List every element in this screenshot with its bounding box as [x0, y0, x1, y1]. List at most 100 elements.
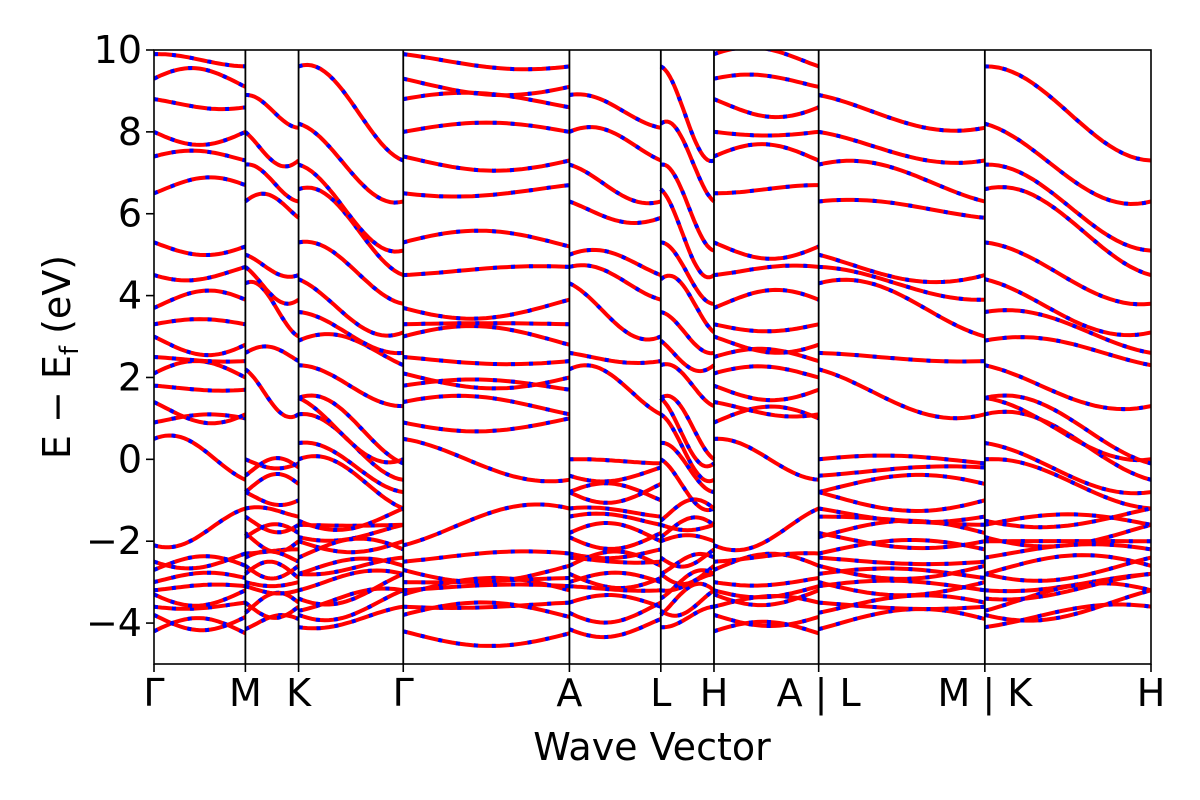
band-line-red [659, 119, 716, 203]
band-line-red [402, 502, 570, 548]
band-line-red [984, 335, 1151, 368]
band-line-red [713, 322, 820, 334]
band-line-blue-dashed [713, 619, 820, 636]
band-line-red [818, 593, 986, 615]
band-line-red [984, 581, 1151, 613]
band-line-red [984, 512, 1151, 527]
band-line-red [659, 412, 715, 484]
band-line-red [154, 97, 246, 112]
band-line-blue-dashed [713, 436, 819, 482]
band-line-red [244, 252, 300, 279]
band-line-red [659, 547, 716, 569]
band-line-blue-dashed [298, 586, 404, 613]
band-line-red [154, 65, 247, 89]
band-line-blue-dashed [713, 240, 820, 261]
band-line-red [818, 93, 986, 133]
band-line-blue-dashed [297, 393, 405, 466]
band-line-red [154, 383, 246, 393]
band-line-red [984, 588, 1151, 623]
band-line-red [403, 52, 570, 72]
band-line-red [569, 555, 661, 565]
y-axis-label-tail: (eV) [35, 255, 79, 346]
band-line-red [984, 571, 1151, 602]
band-line-blue-dashed [660, 240, 715, 306]
band-line-red [568, 617, 662, 640]
band-line-red [403, 549, 570, 564]
band-line-blue-dashed [984, 277, 1151, 338]
band-line-red [244, 580, 300, 589]
band-line-red [402, 393, 570, 417]
band-line-red [244, 549, 300, 564]
band-line-red [244, 456, 300, 478]
band-line-red [984, 457, 1151, 511]
band-line-red [569, 584, 661, 593]
band-line-red [244, 279, 300, 339]
band-line-blue-dashed [297, 506, 405, 532]
band-line-red [660, 522, 715, 533]
band-line-red [154, 148, 246, 163]
x-tick-label: H [1137, 671, 1166, 715]
band-line-blue-dashed [713, 506, 820, 553]
band-line-blue-dashed [245, 162, 300, 204]
band-line-red [244, 564, 300, 581]
band-line-red [659, 497, 716, 523]
band-line-red [154, 588, 247, 608]
band-line-red [713, 183, 819, 196]
band-line-blue-dashed [713, 334, 820, 355]
y-axis-label-lead: E − E [35, 355, 79, 459]
band-line-blue-dashed [244, 130, 300, 169]
band-line-blue-dashed [713, 97, 820, 120]
band-line-red [659, 64, 715, 164]
band-line-red [244, 472, 300, 494]
band-line-red [569, 505, 662, 519]
band-line-blue-dashed [154, 433, 247, 482]
band-line-red [402, 154, 570, 173]
band-line-red [298, 440, 404, 495]
band-line-red [402, 228, 570, 249]
band-line-red [154, 52, 246, 69]
band-line-red [569, 350, 662, 366]
band-line-red [244, 601, 300, 620]
band-line-blue-dashed [402, 502, 570, 548]
band-line-red [402, 76, 570, 98]
band-line-red [984, 409, 1151, 482]
band-line-red [154, 613, 247, 633]
band-line-blue-dashed [984, 162, 1151, 253]
band-line-blue-dashed [984, 240, 1151, 307]
band-line-blue-dashed [660, 310, 715, 356]
band-line-blue-dashed [402, 436, 570, 484]
y-tick-label: 6 [118, 192, 142, 236]
band-line-red [244, 367, 300, 420]
band-line-red [818, 197, 986, 220]
band-line-red [402, 297, 570, 321]
band-line-red [403, 321, 570, 327]
band-line-red [298, 62, 405, 163]
band-line-red [154, 130, 247, 147]
band-line-red [298, 239, 404, 306]
band-line-red [818, 129, 986, 165]
band-line-blue-dashed [713, 612, 820, 629]
band-line-blue-dashed [298, 310, 404, 356]
y-tick-label: 2 [118, 355, 142, 399]
x-tick-label: L [650, 671, 671, 715]
band-line-red [244, 191, 300, 220]
band-line-red [818, 464, 985, 478]
band-line-blue-dashed [297, 277, 404, 338]
band-line-red [154, 334, 247, 358]
band-line-red [660, 604, 715, 630]
x-tick-label: A | L [777, 671, 861, 716]
band-line-blue-dashed [713, 551, 820, 572]
band-line-red [713, 576, 820, 588]
band-line-red [818, 350, 985, 364]
band-line-red [984, 393, 1151, 466]
band-line-blue-dashed [984, 363, 1151, 412]
band-line-red [568, 199, 662, 226]
band-line-blue-dashed [245, 93, 299, 130]
band-line-red [659, 564, 716, 587]
band-line-red [402, 371, 570, 391]
band-line-blue-dashed [713, 588, 820, 608]
x-tick-label: M [229, 671, 262, 715]
band-line-red [154, 288, 247, 310]
band-line-blue-dashed [298, 411, 404, 482]
band-line-red [818, 264, 985, 302]
